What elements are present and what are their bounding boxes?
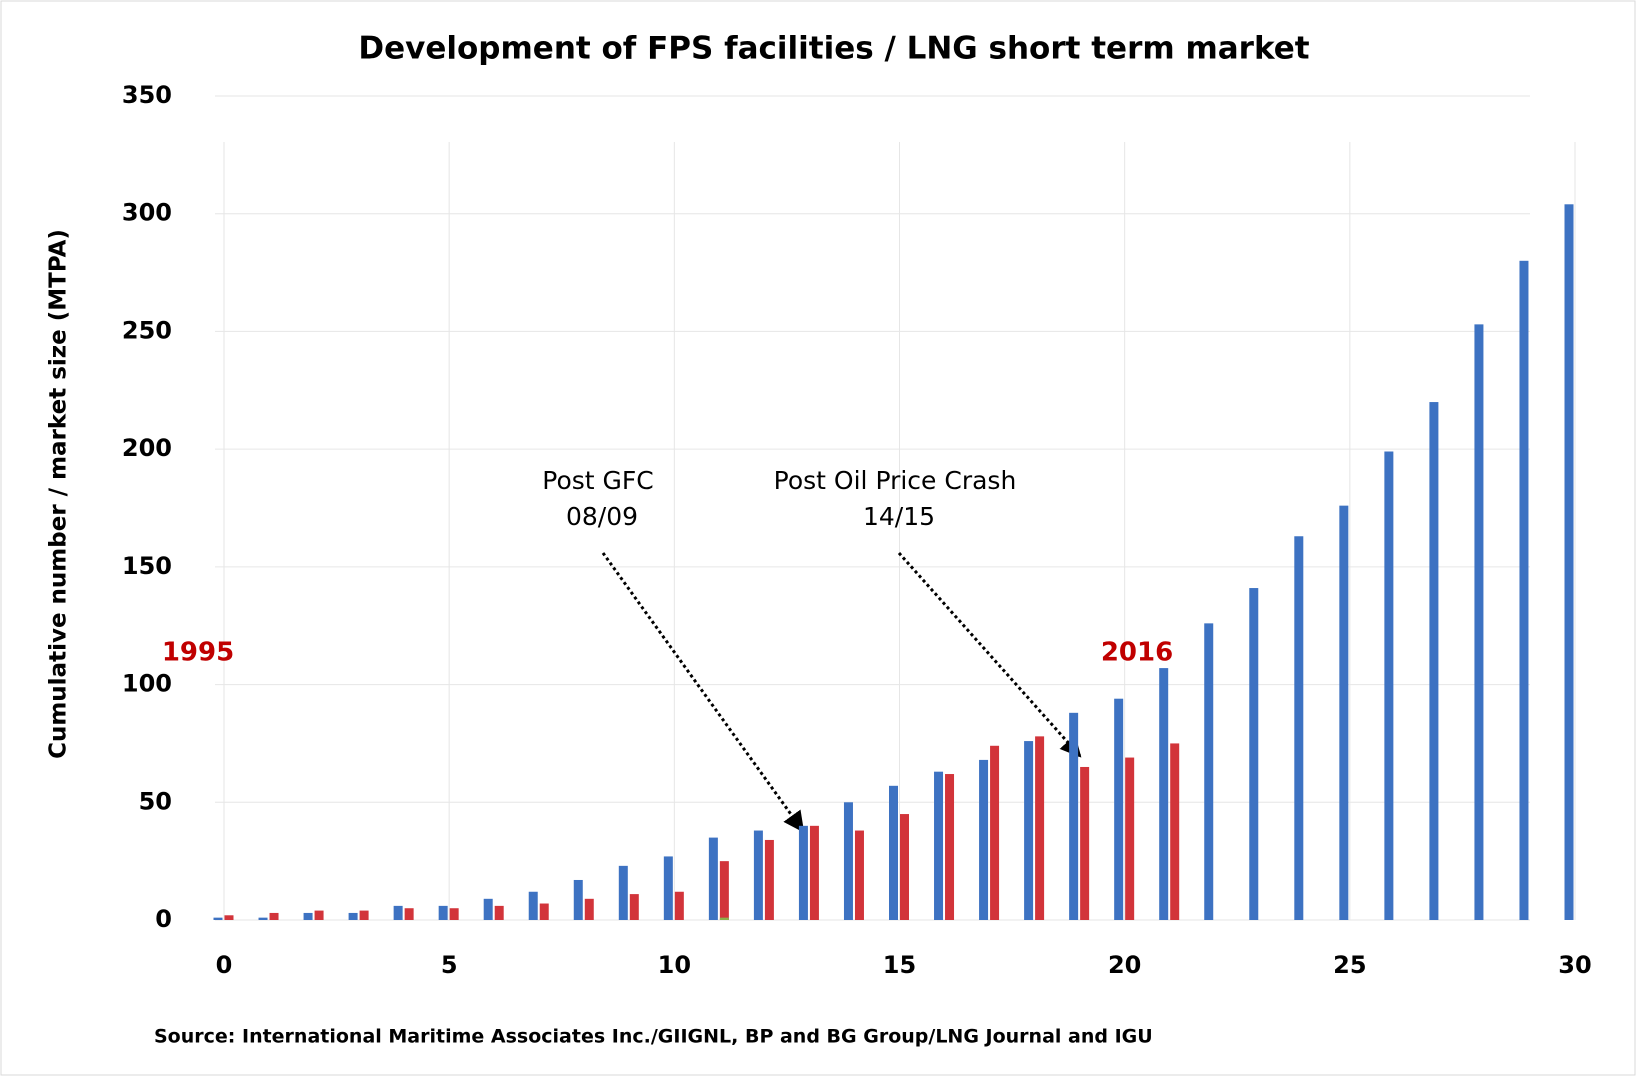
bar bbox=[753, 830, 763, 920]
bar bbox=[438, 905, 448, 920]
bar bbox=[359, 910, 369, 920]
bar bbox=[348, 912, 358, 920]
bar bbox=[1339, 505, 1349, 920]
bar bbox=[889, 785, 898, 920]
source: Source: International Maritime Associate… bbox=[154, 1026, 1153, 1048]
bar bbox=[663, 856, 673, 920]
bar bbox=[764, 839, 774, 920]
bar bbox=[719, 917, 729, 920]
bar bbox=[1294, 536, 1304, 920]
bar bbox=[708, 837, 718, 920]
bar bbox=[269, 912, 279, 920]
bar bbox=[719, 861, 729, 920]
bar bbox=[1035, 736, 1045, 920]
bar bbox=[573, 879, 583, 920]
bar bbox=[449, 908, 459, 920]
year-label: 1995 bbox=[162, 638, 234, 668]
bar bbox=[528, 891, 538, 920]
bar bbox=[674, 891, 684, 920]
y-tick-label: 300 bbox=[122, 199, 172, 227]
annotation: Post GFC bbox=[542, 466, 653, 495]
x-tick-label: 25 bbox=[1333, 951, 1366, 979]
bar bbox=[809, 825, 819, 920]
bar bbox=[979, 759, 989, 920]
bar bbox=[1429, 402, 1439, 920]
bar bbox=[990, 745, 1000, 920]
bar bbox=[1384, 451, 1394, 920]
bar bbox=[1564, 204, 1574, 921]
bar bbox=[393, 905, 403, 920]
y-tick-label: 0 bbox=[155, 905, 172, 933]
bar bbox=[1519, 260, 1529, 920]
bar bbox=[1114, 698, 1124, 920]
bar bbox=[1080, 766, 1090, 920]
bar bbox=[539, 903, 549, 920]
bar bbox=[934, 771, 944, 920]
bar bbox=[618, 865, 628, 920]
bar bbox=[584, 898, 594, 920]
chart-title: Development of FPS facilities / LNG shor… bbox=[358, 31, 1309, 67]
annotation-arrow bbox=[601, 552, 805, 833]
x-tick-label: 10 bbox=[658, 951, 691, 979]
y-tick-label: 100 bbox=[122, 670, 172, 698]
annotation: Post Oil Price Crash bbox=[774, 466, 1017, 495]
y-tick-label: 350 bbox=[122, 81, 172, 109]
y-tick-label: 150 bbox=[122, 552, 172, 580]
bar bbox=[1125, 757, 1135, 920]
x-tick-label: 15 bbox=[883, 951, 916, 979]
bar bbox=[213, 917, 223, 920]
bar bbox=[494, 905, 504, 920]
bar bbox=[945, 774, 955, 920]
bar bbox=[303, 912, 313, 920]
bar bbox=[1024, 741, 1034, 920]
bar bbox=[1204, 623, 1214, 920]
bar bbox=[1159, 668, 1169, 920]
annotation: 08/09 bbox=[566, 502, 638, 531]
x-tick-label: 30 bbox=[1558, 951, 1591, 979]
y-tick-label: 250 bbox=[122, 316, 172, 344]
bar bbox=[1170, 743, 1180, 920]
bar bbox=[483, 898, 493, 920]
x-tick-label: 0 bbox=[216, 951, 233, 979]
bar bbox=[404, 908, 414, 920]
year-label: 2016 bbox=[1101, 638, 1173, 668]
y-axis-title: Cumulative number / market size (MTPA) bbox=[46, 229, 72, 759]
y-tick-label: 50 bbox=[139, 787, 172, 815]
bar bbox=[1249, 588, 1259, 920]
y-tick-label: 200 bbox=[122, 434, 172, 462]
annotation-arrow bbox=[897, 552, 1082, 758]
bar bbox=[1474, 324, 1484, 920]
bar bbox=[629, 894, 639, 920]
bar bbox=[224, 915, 234, 920]
bar bbox=[798, 825, 808, 920]
x-tick-label: 20 bbox=[1108, 951, 1141, 979]
bar bbox=[843, 802, 853, 920]
bar bbox=[258, 917, 268, 920]
bar bbox=[900, 814, 909, 920]
annotation: 14/15 bbox=[863, 502, 935, 531]
bar bbox=[1069, 712, 1079, 920]
bar bbox=[854, 830, 864, 920]
x-tick-label: 5 bbox=[441, 951, 458, 979]
bar bbox=[314, 910, 324, 920]
